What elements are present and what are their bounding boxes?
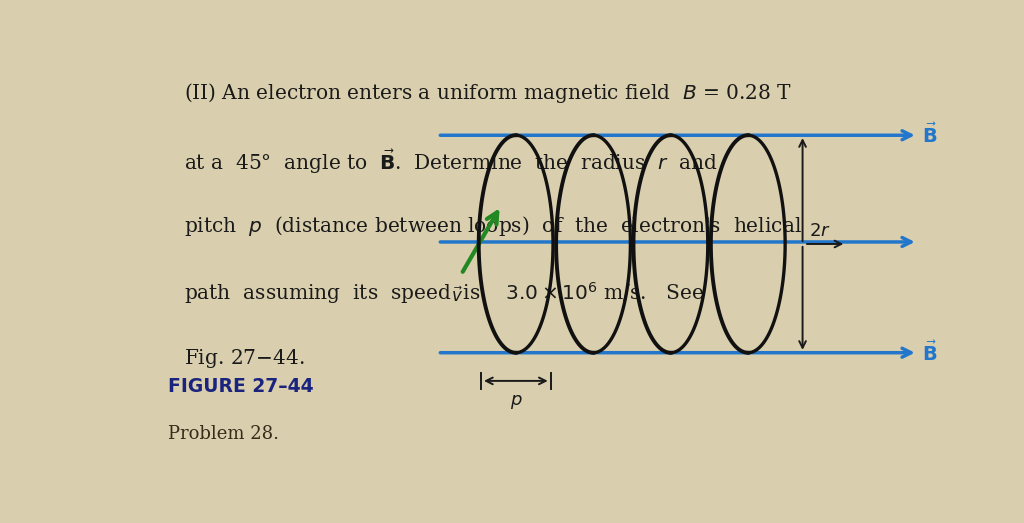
Text: Fig. 27$-$44.: Fig. 27$-$44.	[183, 347, 304, 370]
Text: $\vec{\mathbf{B}}$: $\vec{\mathbf{B}}$	[922, 340, 937, 365]
Text: $\vec{v}$: $\vec{v}$	[452, 286, 464, 306]
Text: FIGURE 27–44: FIGURE 27–44	[168, 377, 313, 396]
Text: path  assuming  its  speed  is    $3.0 \times 10^6$ m/s.   See: path assuming its speed is $3.0 \times 1…	[183, 280, 703, 306]
Text: $p$: $p$	[510, 393, 522, 411]
Text: Problem 28.: Problem 28.	[168, 425, 279, 443]
Text: $\vec{\mathbf{B}}$: $\vec{\mathbf{B}}$	[922, 123, 937, 147]
Text: at a  45°  angle to  $\vec{\mathbf{B}}$.  Determine  the  radius  $r$  and: at a 45° angle to $\vec{\mathbf{B}}$. De…	[183, 147, 717, 176]
Text: (II) An electron enters a uniform magnetic field  $B$ = 0.28 T: (II) An electron enters a uniform magnet…	[183, 81, 792, 105]
Text: pitch  $p$  (distance between loops)  of  the  electron's  helical: pitch $p$ (distance between loops) of th…	[183, 214, 802, 238]
Text: $2r$: $2r$	[809, 222, 830, 240]
